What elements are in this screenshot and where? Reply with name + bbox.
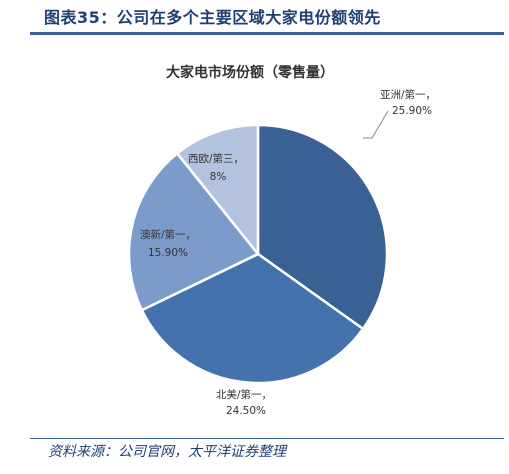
figure-title: 图表35：公司在多个主要区域大家电份额领先	[44, 8, 381, 27]
slice-anz	[127, 152, 260, 312]
slice-label-anz: 澳新/第一，	[140, 228, 196, 241]
footer-rule	[30, 438, 504, 439]
slice-value-western-europe: 8%	[210, 171, 227, 183]
slice-value-north-america: 24.50%	[226, 405, 266, 417]
slice-label-north-america: 北美/第一，	[216, 388, 272, 401]
pie-slices	[127, 123, 389, 385]
slice-north-america	[140, 252, 365, 385]
slice-asia	[256, 123, 389, 331]
slice-value-asia: 25.90%	[392, 105, 432, 117]
chart-title: 大家电市场份额（零售量）	[166, 64, 334, 81]
slice-label-western-europe: 西欧/第三，	[188, 152, 244, 165]
slice-label-asia: 亚洲/第一，	[380, 88, 436, 101]
header-rule	[30, 32, 504, 35]
source-note: 资料来源：公司官网，太平洋证券整理	[48, 444, 286, 460]
leader-line	[363, 110, 389, 139]
slice-value-anz: 15.90%	[148, 247, 188, 259]
slice-western-europe	[175, 123, 260, 256]
